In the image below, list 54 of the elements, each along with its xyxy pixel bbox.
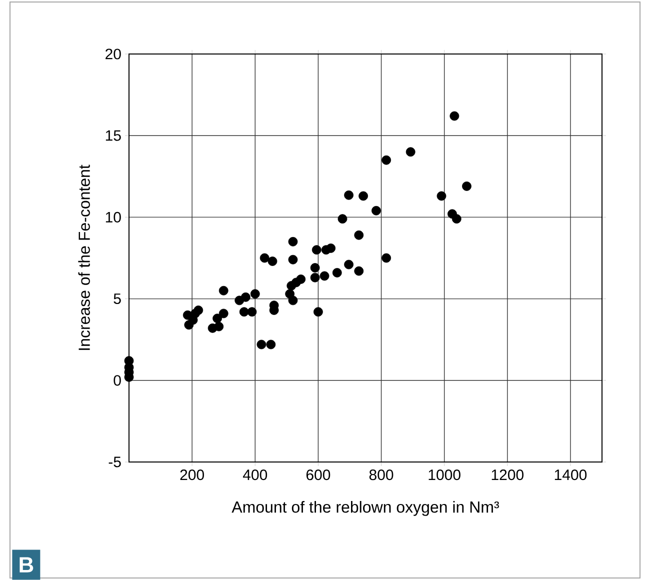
point [320,271,330,281]
point [218,308,228,318]
point [332,268,342,278]
x-tick-label: 400 [242,470,268,480]
point [462,181,472,191]
point [266,340,276,350]
y-tick-label: -5 [108,456,121,468]
point [338,214,348,224]
point [288,236,298,246]
point [312,245,322,255]
x-tick-label: 1000 [428,470,460,480]
point [214,322,224,332]
point [288,254,298,264]
point [452,214,462,224]
point [372,206,381,216]
y-tick-label: 20 [106,48,121,60]
y-tick-label: 10 [106,212,121,222]
point [314,307,323,317]
point [124,356,134,366]
point [354,266,364,276]
point [344,190,354,200]
point [218,286,228,296]
x-tick-label: 1400 [554,470,587,480]
y-tick-label: 15 [106,130,121,141]
y-tick-label: 0 [114,375,121,386]
x-tick-label: 600 [306,470,330,480]
point [268,256,278,266]
point [256,340,266,350]
point [406,147,416,157]
point [326,244,336,253]
point [436,191,446,201]
point [240,292,250,302]
point [260,253,270,263]
y-tick-label: 5 [114,294,121,304]
point [354,230,364,240]
point [194,306,204,315]
point [250,289,260,299]
x-tick-label: 800 [369,470,394,480]
point [382,253,392,263]
x-tick-label: 200 [180,470,204,480]
point [288,296,298,306]
y-axis-title: Increase of the Fe-content [78,164,90,350]
point [296,274,306,284]
point [344,260,354,270]
x-tick-label: 1200 [492,470,524,480]
point [239,307,249,317]
point [382,155,392,165]
point [358,191,368,201]
point [247,307,257,317]
point [310,272,320,282]
x-axis-title: Amount of the reblown oxygen in Nm³ [232,500,499,516]
text: B [20,557,34,572]
point [450,111,460,121]
point [310,263,320,272]
